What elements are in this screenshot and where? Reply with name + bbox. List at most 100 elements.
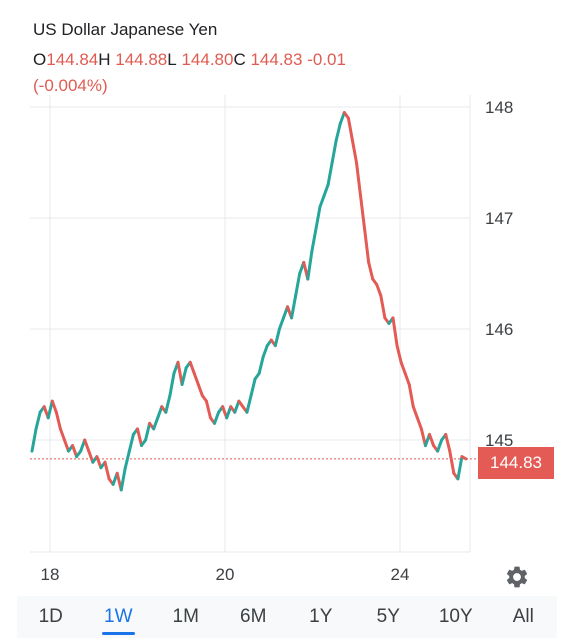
price-segment: [375, 283, 383, 298]
price-segment: [152, 416, 160, 431]
price-segment: [330, 138, 338, 164]
gear-icon[interactable]: [504, 564, 530, 590]
price-segment: [350, 138, 358, 164]
price-segment: [290, 294, 298, 320]
price-segment: [391, 316, 399, 348]
tab-1y[interactable]: 1Y: [309, 606, 333, 627]
instrument-title: US Dollar Japanese Yen: [33, 20, 218, 39]
price-segment: [354, 161, 363, 198]
price-segment: [123, 449, 131, 470]
price-segment: [233, 399, 241, 414]
price-segment: [156, 405, 164, 420]
price-segment: [419, 427, 427, 448]
low-label: L: [167, 50, 177, 69]
price-segment: [367, 260, 375, 281]
high-label: H: [98, 50, 111, 69]
price-segment: [407, 383, 415, 409]
y-tick-label: 145: [485, 431, 513, 450]
price-segment: [277, 316, 285, 331]
tab-10y[interactable]: 10Y: [438, 606, 473, 627]
price-segment: [338, 111, 346, 126]
price-segment: [245, 394, 253, 414]
price-segment: [411, 405, 419, 420]
price-segment: [257, 355, 265, 375]
price-segment: [346, 116, 354, 142]
open-label: O: [33, 50, 47, 69]
price-segment: [71, 444, 79, 459]
price-segment: [318, 194, 326, 209]
price-segment: [294, 272, 302, 298]
price-segment: [135, 427, 144, 448]
price-segment: [395, 344, 403, 364]
price-segment: [83, 438, 91, 453]
price-segment: [103, 460, 111, 481]
price-segment: [119, 466, 127, 492]
y-tick-label: 146: [485, 320, 513, 339]
price-segment: [168, 371, 176, 398]
current-price-tag: 144.83: [478, 447, 554, 479]
price-segment: [50, 399, 58, 414]
price-segment: [204, 399, 212, 420]
price-segment: [34, 410, 42, 431]
y-tick-label: 147: [485, 209, 513, 228]
price-segment: [314, 205, 322, 231]
price-segment: [54, 410, 62, 431]
price-segment: [58, 427, 66, 442]
tab-1d[interactable]: 1D: [38, 606, 63, 627]
price-segment: [196, 383, 204, 398]
price-segment: [225, 405, 233, 420]
price-segment: [322, 183, 330, 198]
price-segment: [273, 327, 281, 348]
price-segment: [415, 416, 423, 431]
time-range-tabs: 1D 1W 1M 6M 1Y 5Y 10Y All: [17, 596, 557, 638]
open-value: 144.84: [46, 50, 99, 69]
price-segment: [456, 455, 464, 481]
x-tick-label: 24: [391, 565, 410, 584]
price-segment: [213, 410, 221, 425]
price-segment: [326, 161, 334, 187]
price-segment: [448, 449, 456, 475]
close-value: 144.83: [250, 50, 303, 69]
price-segment: [164, 394, 172, 414]
price-segment: [427, 432, 436, 448]
price-segment: [30, 427, 38, 453]
tab-5y[interactable]: 5Y: [376, 606, 400, 627]
x-tick-label: 20: [216, 565, 235, 584]
price-segment: [403, 371, 411, 386]
price-segment: [261, 344, 269, 359]
price-segment: [127, 432, 135, 453]
price-segment: [87, 449, 95, 464]
x-tick-label: 18: [41, 565, 60, 584]
close-label: C: [233, 50, 246, 69]
price-segment: [62, 438, 71, 453]
price-segment: [363, 227, 371, 264]
tab-1m[interactable]: 1M: [172, 606, 199, 627]
price-segment: [334, 122, 342, 142]
price-segment: [436, 438, 444, 453]
price-segment: [95, 455, 103, 470]
tab-6m[interactable]: 6M: [240, 606, 267, 627]
y-tick-label: 148: [485, 98, 513, 117]
price-segment: [306, 249, 314, 281]
price-segment: [379, 294, 387, 320]
price-segment: [359, 194, 367, 231]
change-value: -0.01: [307, 50, 346, 69]
price-segment: [188, 360, 196, 375]
price-segment: [144, 421, 152, 442]
high-value: 144.88: [115, 50, 168, 69]
price-segment: [180, 366, 188, 386]
price-chart[interactable]: 145 146 147 148 18 20 24: [0, 0, 574, 600]
price-segment: [444, 432, 452, 453]
ohlc-summary: O144.84H 144.88L 144.80C 144.83 -0.01 (-…: [33, 47, 473, 99]
change-percent: (-0.004%): [33, 76, 108, 95]
price-segment: [399, 360, 407, 375]
price-segment: [192, 371, 200, 386]
price-segment: [46, 399, 54, 420]
price-segment: [310, 227, 318, 253]
tab-all[interactable]: All: [512, 606, 534, 627]
price-segment: [249, 377, 257, 398]
low-value: 144.80: [181, 50, 234, 69]
price-segment: [176, 360, 184, 386]
price-segment: [460, 455, 468, 461]
tab-1w[interactable]: 1W: [85, 596, 153, 638]
